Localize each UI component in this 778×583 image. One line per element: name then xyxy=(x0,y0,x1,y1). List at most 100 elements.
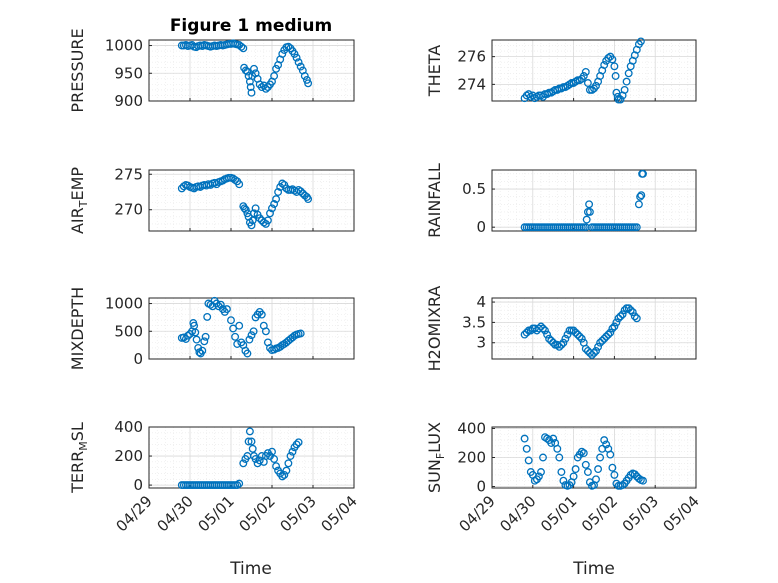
data-point xyxy=(616,95,625,104)
data-point xyxy=(268,447,276,456)
data-point xyxy=(602,332,611,341)
x-tick-label: 04/30 xyxy=(496,492,539,535)
y-tick-label: 900 xyxy=(114,92,143,110)
axes-frame xyxy=(148,426,355,489)
data-point xyxy=(596,453,605,462)
data-point xyxy=(201,332,210,341)
data-point xyxy=(581,67,590,76)
data-point xyxy=(639,476,647,485)
data-point xyxy=(579,449,588,458)
data-point xyxy=(539,453,547,462)
y-tick-label: 0 xyxy=(133,350,143,368)
data-point xyxy=(218,176,227,185)
y-axis-label: H2OMIXRA xyxy=(425,286,444,372)
data-point xyxy=(569,326,578,335)
data-point xyxy=(203,312,212,321)
data-point xyxy=(243,349,252,358)
data-point xyxy=(524,456,533,465)
data-point xyxy=(571,328,580,337)
data-point xyxy=(632,223,641,232)
data-point xyxy=(245,427,254,436)
data-point xyxy=(608,324,617,333)
y-tick-label: 1000 xyxy=(105,37,143,55)
data-point xyxy=(247,331,256,340)
y-axis-label: MIXDEPTH xyxy=(68,287,87,370)
data-point xyxy=(179,333,188,342)
x-axis-label-left: Time xyxy=(229,559,272,579)
data-point xyxy=(543,90,552,99)
subplots: 900 950 1000 PRESSURE 274 276 THETA 270 275 AIRTE… xyxy=(68,28,703,535)
data-point xyxy=(618,310,627,319)
axes-frame xyxy=(148,297,355,360)
axes-frame xyxy=(491,39,697,102)
data-point xyxy=(600,61,609,69)
data-point xyxy=(634,200,643,209)
data-point xyxy=(611,72,620,80)
data-point xyxy=(610,322,619,331)
data-point xyxy=(245,335,254,344)
data-point xyxy=(235,479,244,488)
data-point xyxy=(612,318,621,327)
y-tick-label: 276 xyxy=(457,48,486,66)
data-point xyxy=(292,440,301,449)
y-tick-label: 400 xyxy=(114,418,143,436)
data-point xyxy=(296,62,305,71)
data-point xyxy=(630,312,639,321)
data-point xyxy=(522,444,531,453)
data-point xyxy=(278,179,287,188)
y-axis-label: PRESSURE xyxy=(68,28,87,112)
data-point xyxy=(247,221,256,230)
data-point xyxy=(229,324,238,333)
subplot-2: 274 276 THETA xyxy=(425,37,697,104)
data-point xyxy=(594,465,603,474)
data-point xyxy=(579,72,588,80)
data-point xyxy=(604,54,613,62)
data-point xyxy=(637,191,646,200)
data-point xyxy=(251,455,260,463)
data-point xyxy=(272,64,281,73)
x-tick-label: 04/29 xyxy=(456,492,499,535)
data-point xyxy=(522,328,531,337)
data-point xyxy=(600,436,609,445)
data-point xyxy=(577,334,586,343)
data-point xyxy=(233,481,242,490)
data-point xyxy=(557,340,566,349)
data-point xyxy=(588,85,596,94)
subplot-3: 270 275 AIRTEMP xyxy=(68,165,355,234)
data-point xyxy=(600,334,609,343)
data-point xyxy=(632,314,641,323)
data-point xyxy=(592,475,600,484)
y-tick-label: 0 xyxy=(133,476,143,494)
data-point xyxy=(541,326,549,335)
data-point xyxy=(261,84,270,93)
data-point xyxy=(241,205,250,214)
data-point xyxy=(300,72,309,80)
data-point xyxy=(263,216,272,225)
data-point xyxy=(581,344,590,353)
data-point xyxy=(304,79,313,88)
x-tick-label: 04/29 xyxy=(113,492,156,535)
data-point xyxy=(553,444,562,453)
data-point xyxy=(549,434,558,443)
data-point xyxy=(250,209,258,218)
data-point xyxy=(634,474,643,483)
data-point xyxy=(606,328,615,337)
x-tick-label: 05/02 xyxy=(578,492,621,535)
data-point xyxy=(581,460,590,469)
data-point xyxy=(622,77,631,86)
data-point xyxy=(288,447,297,456)
data-point xyxy=(244,437,253,446)
data-point xyxy=(520,434,529,443)
data-point xyxy=(239,459,248,468)
axes-frame xyxy=(491,297,697,360)
data-point xyxy=(608,55,617,64)
data-point xyxy=(278,472,287,481)
data-point xyxy=(222,305,231,314)
y-axis-label: THETA xyxy=(425,45,444,97)
data-point xyxy=(547,336,556,345)
data-point xyxy=(610,62,619,71)
data-point xyxy=(200,337,209,346)
y-axis-label: RAINFALL xyxy=(425,163,444,238)
y-tick-label: 274 xyxy=(457,75,486,93)
